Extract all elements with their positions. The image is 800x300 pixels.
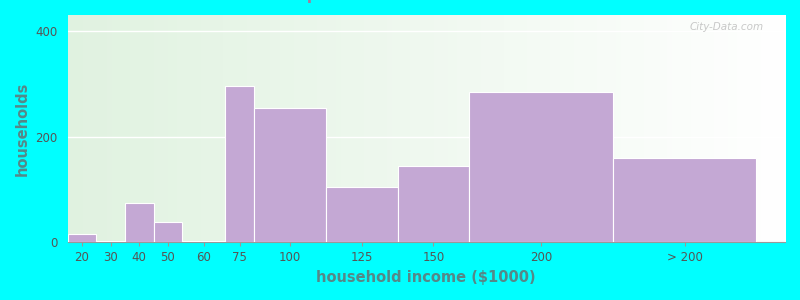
Text: Hispanic or Latino residents: Hispanic or Latino residents [279,0,521,3]
Bar [254,108,326,242]
Bar [154,222,182,242]
X-axis label: household income ($1000): household income ($1000) [317,270,536,285]
Bar [470,92,613,242]
Bar [613,158,756,242]
Bar [326,187,398,242]
Bar [125,203,154,242]
Bar [226,86,254,242]
Bar [398,166,470,242]
Bar [67,235,96,242]
Text: City-Data.com: City-Data.com [690,22,763,32]
Y-axis label: households: households [15,82,30,176]
